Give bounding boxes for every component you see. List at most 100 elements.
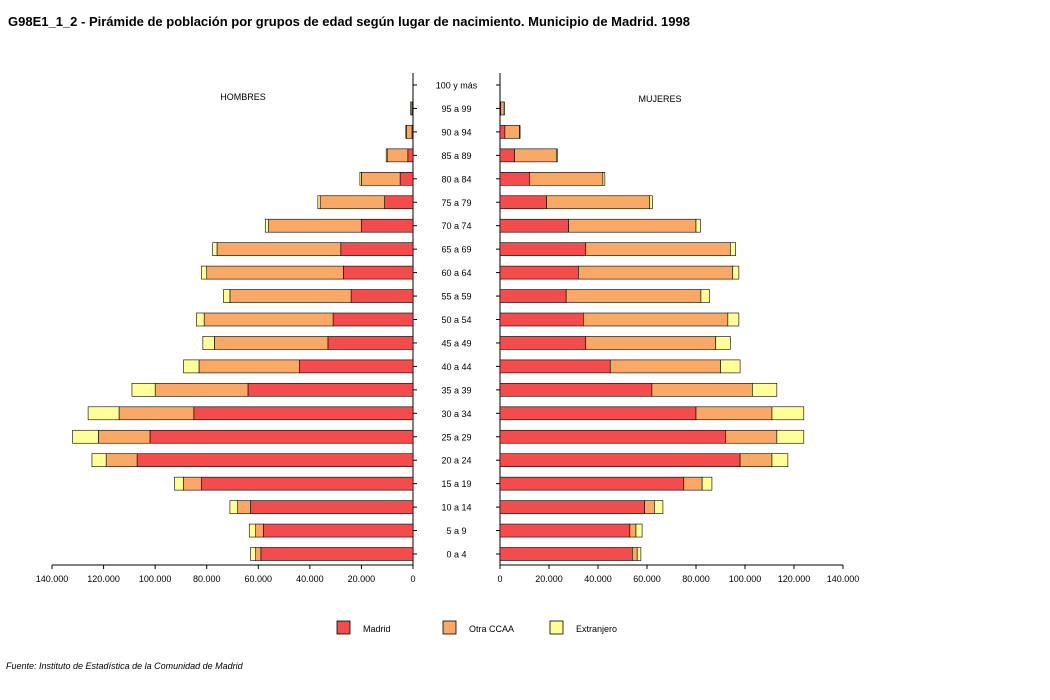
left-x-tick-label: 20.000 — [348, 574, 376, 584]
bar-hombres-otra-ccaa — [319, 195, 385, 210]
age-group-label: 35 a 39 — [441, 385, 471, 395]
bar-mujeres-madrid — [499, 359, 611, 374]
bar-hombres-extranjero — [201, 265, 208, 280]
bar-hombres-madrid — [340, 242, 414, 256]
age-group-label: 15 a 19 — [441, 479, 471, 489]
bar-mujeres-madrid — [499, 172, 530, 186]
bar-mujeres-extranjero — [727, 312, 740, 327]
bar-hombres-otra-ccaa — [183, 476, 202, 491]
bar-mujeres-otra-ccaa — [546, 195, 650, 210]
bar-hombres-extranjero — [405, 125, 407, 139]
bar-mujeres-extranjero — [732, 265, 740, 280]
bar-hombres-extranjero — [174, 476, 184, 491]
bar-mujeres-extranjero — [649, 195, 653, 210]
bar-hombres-otra-ccaa — [105, 453, 138, 468]
bar-mujeres-otra-ccaa — [578, 265, 734, 280]
age-group-label: 100 y más — [436, 81, 478, 91]
bar-hombres-otra-ccaa — [255, 523, 264, 538]
age-group-label: 10 a 14 — [441, 503, 471, 513]
age-group-label: 0 a 4 — [446, 550, 466, 560]
bar-mujeres-madrid — [499, 383, 653, 397]
bar-mujeres-madrid — [499, 476, 685, 491]
age-group-label: 80 a 84 — [441, 174, 471, 184]
bar-mujeres-otra-ccaa — [500, 101, 505, 116]
age-group-label: 50 a 54 — [441, 315, 471, 325]
bar-mujeres-extranjero — [635, 523, 643, 538]
age-group-label: 45 a 49 — [441, 338, 471, 348]
bar-mujeres-madrid — [499, 312, 584, 327]
bar-mujeres-extranjero — [701, 476, 713, 491]
bar-hombres-otra-ccaa — [203, 312, 334, 327]
bar-mujeres-madrid — [499, 289, 567, 303]
chart-title: G98E1_1_2 - Pirámide de población por gr… — [8, 14, 690, 29]
bar-mujeres-extranjero — [700, 289, 710, 303]
bar-mujeres-extranjero — [771, 453, 789, 468]
bar-hombres-extranjero — [250, 547, 257, 561]
bar-hombres-madrid — [361, 218, 414, 233]
left-x-tick-label: 40.000 — [296, 574, 324, 584]
bar-hombres-extranjero — [385, 148, 388, 163]
bar-hombres-madrid — [149, 429, 414, 444]
bar-hombres-extranjero — [196, 312, 205, 327]
bar-hombres-otra-ccaa — [255, 547, 262, 561]
bar-hombres-otra-ccaa — [206, 265, 344, 280]
bar-hombres-otra-ccaa — [154, 383, 249, 397]
age-group-label: 95 a 99 — [441, 104, 471, 114]
bar-hombres-otra-ccaa — [229, 289, 352, 303]
bar-mujeres-madrid — [499, 125, 506, 139]
bar-mujeres-extranjero — [556, 148, 558, 163]
bar-hombres-madrid — [299, 359, 414, 374]
bar-hombres-extranjero — [317, 195, 321, 210]
mujeres-label: MUJERES — [638, 94, 681, 104]
age-group-label: 55 a 59 — [441, 292, 471, 302]
bar-mujeres-otra-ccaa — [739, 453, 773, 468]
bar-hombres-extranjero — [183, 359, 200, 374]
bar-mujeres-madrid — [499, 148, 515, 163]
age-group-label: 75 a 79 — [441, 198, 471, 208]
bar-hombres-madrid — [384, 195, 414, 210]
bar-hombres-madrid — [327, 336, 414, 350]
bar-mujeres-madrid — [499, 523, 631, 538]
bar-mujeres-extranjero — [720, 359, 741, 374]
age-group-label: 60 a 64 — [441, 268, 471, 278]
bar-mujeres-otra-ccaa — [651, 383, 753, 397]
bar-hombres-madrid — [263, 523, 414, 538]
age-group-label: 20 a 24 — [441, 456, 471, 466]
bar-mujeres-otra-ccaa — [529, 172, 604, 186]
bar-hombres-extranjero — [223, 289, 231, 303]
bar-mujeres-madrid — [499, 242, 587, 256]
left-x-tick-label: 0 — [410, 574, 415, 584]
bar-mujeres-otra-ccaa — [725, 429, 778, 444]
bar-hombres-madrid — [260, 547, 414, 561]
bar-mujeres-otra-ccaa — [695, 406, 773, 421]
bar-hombres-madrid — [332, 312, 414, 327]
bar-mujeres-madrid — [499, 265, 579, 280]
bar-mujeres-otra-ccaa — [644, 500, 655, 514]
bar-hombres-madrid — [350, 289, 414, 303]
bars — [72, 101, 805, 561]
bar-mujeres-extranjero — [654, 500, 664, 514]
bar-mujeres-otra-ccaa — [609, 359, 721, 374]
bar-mujeres-extranjero — [715, 336, 731, 350]
labels: 0 0 20.000 20.000 40.000 40.000 60.000 60.000 80… — [36, 81, 860, 585]
bar-mujeres-madrid — [499, 218, 569, 233]
bar-mujeres-extranjero — [636, 547, 642, 561]
bar-hombres-otra-ccaa — [405, 125, 413, 139]
bar-hombres-madrid — [201, 476, 414, 491]
bar-hombres-madrid — [399, 172, 414, 186]
bar-hombres-otra-ccaa — [361, 172, 401, 186]
bar-hombres-extranjero — [212, 242, 218, 256]
bar-hombres-madrid — [250, 500, 414, 514]
age-group-label: 5 a 9 — [446, 526, 466, 536]
left-x-tick-label: 140.000 — [36, 574, 69, 584]
legend-label: Otra CCAA — [469, 624, 514, 634]
bar-hombres-otra-ccaa — [386, 148, 409, 163]
right-x-tick-label: 100.000 — [729, 574, 762, 584]
bar-mujeres-madrid — [499, 500, 645, 514]
bar-mujeres-madrid — [499, 195, 547, 210]
bar-hombres-extranjero — [229, 500, 238, 514]
age-group-label: 65 a 69 — [441, 245, 471, 255]
bar-mujeres-madrid — [499, 336, 587, 350]
right-x-tick-label: 80.000 — [682, 574, 710, 584]
legend: Madrid Otra CCAA Extranjero — [336, 620, 617, 635]
